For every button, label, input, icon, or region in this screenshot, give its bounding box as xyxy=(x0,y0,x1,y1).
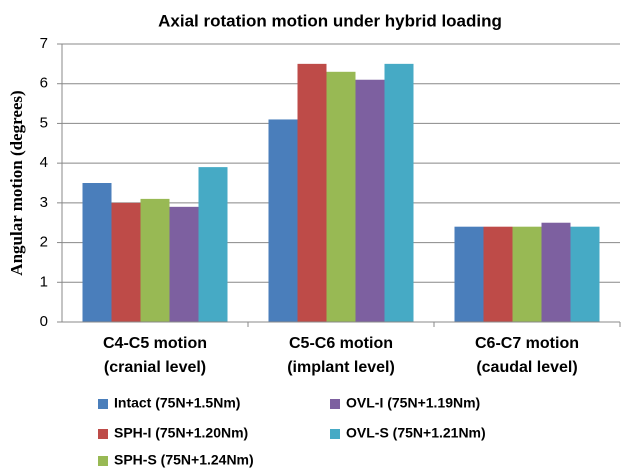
bar xyxy=(326,71,356,322)
bar xyxy=(483,226,513,322)
legend-swatch xyxy=(98,456,108,466)
y-tick-label: 0 xyxy=(40,313,48,330)
bar xyxy=(82,183,112,322)
x-tick-label: C4-C5 motion (cranial level) xyxy=(103,335,207,376)
legend-label: Intact (75N+1.5Nm) xyxy=(114,395,240,411)
legend-swatch xyxy=(98,429,108,439)
y-tick-label: 6 xyxy=(40,75,48,92)
legend-label: OVL-S (75N+1.21Nm) xyxy=(346,425,486,441)
bar xyxy=(541,222,571,322)
y-tick-label: 1 xyxy=(40,273,48,290)
bar xyxy=(570,226,600,322)
y-tick-label: 5 xyxy=(40,114,48,131)
y-tick-label: 2 xyxy=(40,234,48,251)
y-tick-label: 7 xyxy=(40,35,48,52)
legend-swatch xyxy=(330,429,340,439)
bar xyxy=(384,63,414,322)
bar xyxy=(111,202,141,322)
y-tick-label: 3 xyxy=(40,194,48,211)
legend-label: SPH-S (75N+1.24Nm) xyxy=(114,452,254,468)
bar xyxy=(297,63,327,322)
y-tick-label: 4 xyxy=(40,154,48,171)
x-tick-label: C6-C7 motion (caudal level) xyxy=(475,335,579,376)
bar xyxy=(355,79,385,322)
bar xyxy=(169,206,199,322)
bar xyxy=(512,226,542,322)
bar xyxy=(198,167,228,322)
legend-label: OVL-I (75N+1.19Nm) xyxy=(346,395,480,411)
legend-swatch xyxy=(330,399,340,409)
bar xyxy=(268,119,298,322)
y-axis-label: Angular motion (degrees) xyxy=(7,90,26,275)
legend-label: SPH-I (75N+1.20Nm) xyxy=(114,425,248,441)
legend-swatch xyxy=(98,399,108,409)
chart-title: Axial rotation motion under hybrid loadi… xyxy=(158,11,502,30)
bar xyxy=(140,198,170,322)
x-tick-label: C5-C6 motion (implant level) xyxy=(287,335,395,376)
bar xyxy=(454,226,484,322)
